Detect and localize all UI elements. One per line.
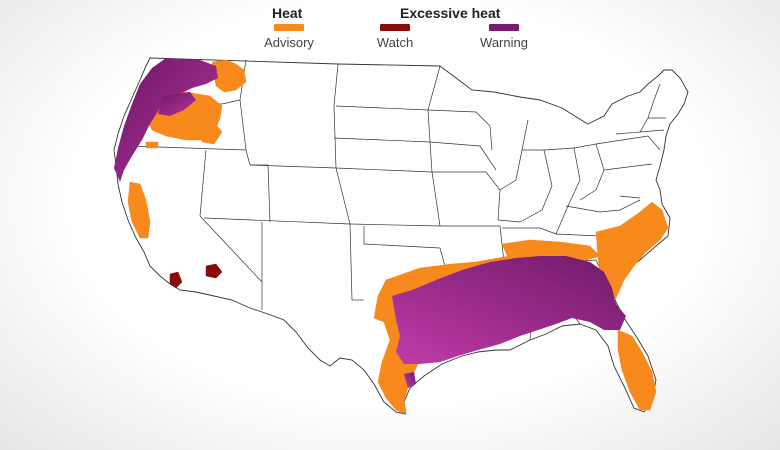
legend-item-warning: Warning	[454, 24, 554, 50]
legend-label-advisory: Advisory	[264, 35, 314, 50]
legend-swatch-advisory	[274, 24, 304, 31]
legend-heat-title: Heat	[272, 5, 303, 21]
legend-item-advisory: Advisory	[239, 24, 339, 50]
warning-regions	[114, 58, 626, 388]
legend-excessive-heat-title: Excessive heat	[400, 5, 501, 21]
legend-label-warning: Warning	[480, 35, 528, 50]
legend-label-watch: Watch	[376, 35, 414, 50]
legend-item-watch: Watch	[345, 24, 445, 50]
legend-swatch-watch	[380, 24, 410, 31]
legend-swatch-warning	[489, 24, 519, 31]
watch-regions	[169, 263, 223, 289]
state-borders	[129, 59, 666, 341]
